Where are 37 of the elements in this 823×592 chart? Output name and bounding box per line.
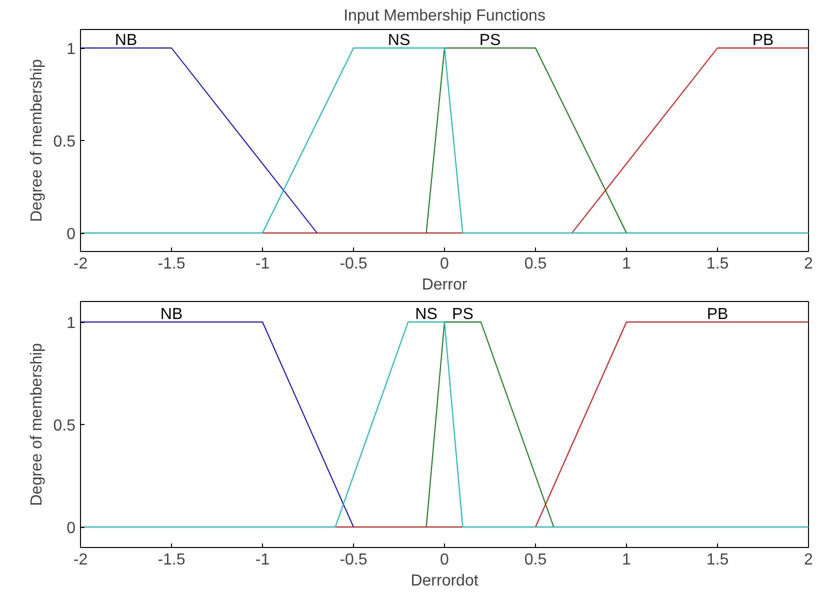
x-tick-label: -0.5 bbox=[340, 256, 368, 272]
x-tick-label: 1.5 bbox=[706, 552, 729, 568]
x-tick-label: -1 bbox=[255, 552, 270, 568]
x-tick-label: 1.5 bbox=[706, 256, 729, 272]
series-label: NS bbox=[415, 306, 438, 323]
y-tick-label: 0.5 bbox=[53, 418, 76, 434]
x-tick-label: 0 bbox=[440, 552, 450, 568]
y-tick-label: 0.5 bbox=[53, 134, 76, 150]
x-tick-label: -1.5 bbox=[158, 552, 186, 568]
x-tick-label: 0.5 bbox=[524, 256, 547, 272]
series-label: PS bbox=[479, 32, 501, 49]
x-tick-label: 0.5 bbox=[524, 552, 547, 568]
series-label: NB bbox=[114, 32, 138, 49]
x-tick-label: -2 bbox=[73, 256, 88, 272]
series-label: PB bbox=[706, 306, 728, 323]
chart-title: Input Membership Functions bbox=[344, 8, 546, 24]
x-tick-label: -0.5 bbox=[340, 552, 368, 568]
y-axis-title: Degree of membership bbox=[28, 59, 46, 222]
x-tick-label: -1 bbox=[255, 256, 270, 272]
x-tick-label: -2 bbox=[73, 552, 88, 568]
series-label: PB bbox=[752, 32, 774, 49]
series-label: NB bbox=[160, 306, 183, 323]
x-tick-label: 2 bbox=[804, 552, 814, 568]
y-tick-label: 0 bbox=[66, 226, 76, 243]
x-tick-label: 2 bbox=[804, 256, 814, 272]
series-label: PS bbox=[452, 306, 474, 323]
x-tick-label: 1 bbox=[622, 256, 632, 272]
y-tick-label: 0 bbox=[66, 520, 76, 537]
x-axis-title: Derror bbox=[422, 276, 468, 294]
series-label: NS bbox=[388, 32, 410, 49]
x-tick-label: -1.5 bbox=[158, 256, 186, 272]
x-tick-label: 0 bbox=[440, 256, 450, 272]
x-tick-label: 1 bbox=[622, 552, 632, 568]
y-tick-label: 1 bbox=[66, 41, 76, 58]
x-axis-title: Derrordot bbox=[410, 572, 479, 590]
y-axis-title: Degree of membership bbox=[28, 343, 46, 506]
y-tick-label: 1 bbox=[66, 315, 76, 332]
